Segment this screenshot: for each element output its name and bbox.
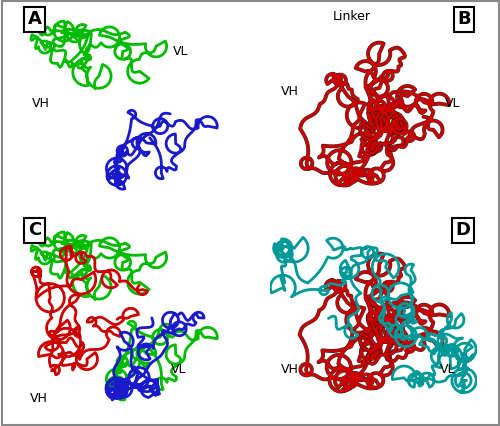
Text: C: C [28,222,41,239]
Text: VL: VL [440,363,456,376]
Text: VH: VH [281,84,298,98]
Text: VL: VL [445,97,460,110]
Text: D: D [456,222,471,239]
Text: B: B [457,11,471,29]
Text: VH: VH [30,392,48,405]
Text: A: A [28,11,42,29]
Text: VL: VL [172,45,188,58]
Text: VH: VH [32,97,50,110]
Text: VL: VL [170,363,186,376]
Text: VH: VH [281,363,298,376]
Text: Linker: Linker [332,11,370,23]
